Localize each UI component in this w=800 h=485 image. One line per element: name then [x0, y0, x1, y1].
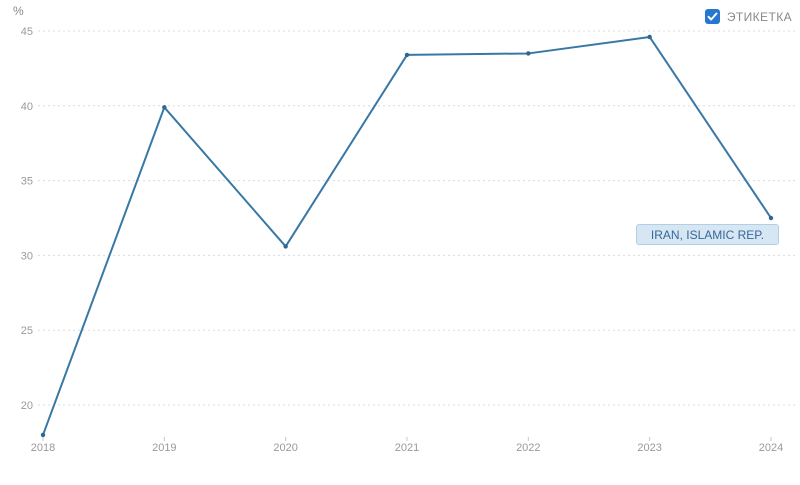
legend-checkbox[interactable]	[704, 9, 720, 24]
x-tick-label: 2020	[273, 442, 297, 454]
y-tick-label: 30	[21, 250, 33, 262]
x-tick-label: 2018	[31, 442, 55, 454]
data-point[interactable]	[283, 244, 288, 249]
data-point[interactable]	[647, 34, 652, 40]
data-point[interactable]	[40, 432, 46, 438]
y-tick-label: 45	[21, 26, 33, 38]
y-tick-label: 35	[21, 176, 33, 188]
x-tick-label: 2022	[516, 442, 540, 454]
y-axis-unit-label: %	[13, 4, 24, 18]
data-point[interactable]	[526, 51, 531, 56]
y-tick-label: 40	[21, 101, 33, 113]
y-tick-label: 25	[21, 325, 33, 337]
x-tick-label: 2019	[152, 442, 176, 454]
data-point[interactable]	[162, 105, 167, 110]
y-tick-label: 20	[21, 400, 33, 412]
series-label: IRAN, ISLAMIC REP.	[636, 224, 779, 245]
data-point[interactable]	[768, 215, 774, 221]
x-tick-label: 2021	[395, 442, 419, 454]
series-label-text: IRAN, ISLAMIC REP.	[650, 227, 765, 242]
data-point[interactable]	[404, 52, 410, 58]
x-tick-label: 2024	[759, 442, 783, 454]
x-tick-label: 2023	[637, 442, 661, 454]
legend[interactable]: ЭТИКЕТКА	[704, 9, 792, 24]
checkmark-icon	[707, 12, 718, 21]
legend-label: ЭТИКЕТКА	[726, 9, 792, 24]
